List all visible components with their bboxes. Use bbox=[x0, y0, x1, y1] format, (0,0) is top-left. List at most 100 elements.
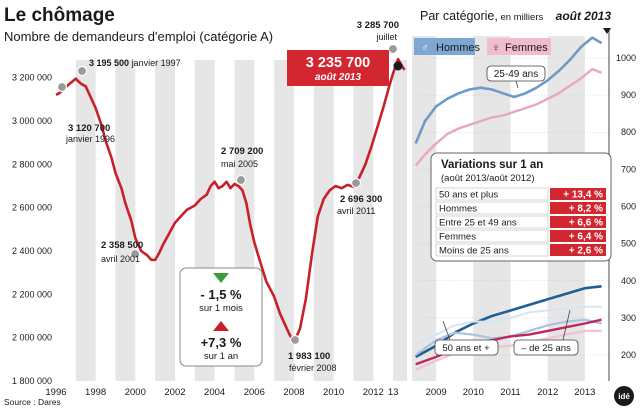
variation-row-value-cell bbox=[550, 216, 606, 228]
x-tick-label: 2000 bbox=[125, 387, 146, 398]
y-tick-label: 3 000 000 bbox=[12, 116, 52, 126]
variation-row-value: + 13,4 % bbox=[563, 190, 603, 201]
variation-row-value-cell bbox=[550, 202, 606, 214]
series-line-femmes bbox=[414, 67, 603, 167]
svg-text:25-49 ans: 25-49 ans bbox=[494, 69, 538, 80]
variation-box: - 1,5 % sur 1 mois +7,3 % sur 1 an bbox=[179, 267, 263, 367]
annotation-value: 2 358 500 bbox=[101, 240, 143, 251]
yearly-variation-label: sur 1 an bbox=[204, 351, 238, 362]
annotation-label: mai 2005 bbox=[221, 159, 258, 169]
left-chart-bands bbox=[75, 60, 407, 381]
band-1999 bbox=[115, 60, 136, 381]
variation-row-label: Moins de 25 ans bbox=[439, 246, 509, 257]
annotation-point bbox=[235, 174, 247, 186]
variation-row-label: Entre 25 et 49 ans bbox=[439, 218, 517, 229]
y-tick-label: 2 000 000 bbox=[12, 333, 52, 343]
variation-row-label-cell bbox=[435, 187, 549, 201]
series-label-25-49: 25-49 ans bbox=[486, 65, 546, 89]
annotation-point bbox=[56, 81, 68, 93]
date-marker-icon bbox=[603, 28, 611, 34]
legend-men-swatch bbox=[414, 38, 475, 55]
x-tick-label: 2009 bbox=[426, 387, 447, 398]
svg-text:– de 25 ans: – de 25 ans bbox=[521, 343, 571, 354]
variations-table-subtitle: (août 2013/août 2012) bbox=[441, 173, 535, 184]
y-tick-label: 2 400 000 bbox=[12, 246, 52, 256]
annotation-jul2013: 3 285 700 juillet bbox=[357, 20, 399, 55]
variation-row-value-cell bbox=[550, 188, 606, 200]
right-chart-date: août 2013 bbox=[556, 9, 612, 23]
svg-text:50 ans et +: 50 ans et + bbox=[442, 343, 490, 354]
annotation-point bbox=[289, 334, 301, 346]
x-tick-label: 2002 bbox=[164, 387, 185, 398]
annotation-feb2008: 1 983 100 février 2008 bbox=[288, 334, 337, 373]
annotation-point bbox=[350, 177, 362, 189]
highlight-box bbox=[287, 50, 389, 86]
band-2013 bbox=[393, 60, 407, 381]
left-y-axis: 1 800 000 2 000 000 2 200 000 2 400 000 2 60… bbox=[12, 73, 52, 386]
y-tick-label: 2 200 000 bbox=[12, 289, 52, 299]
annotation-may2005: 2 709 200 mai 2005 bbox=[221, 146, 263, 186]
highlight-value: 3 235 700 bbox=[306, 55, 371, 71]
annotation-jan1996: 3 120 700 janvier 1996 bbox=[56, 81, 115, 144]
yearly-variation-value: +7,3 % bbox=[201, 335, 242, 350]
annotation-apr2011: 2 696 300 avril 2011 bbox=[337, 177, 382, 216]
x-tick-label: 2013 bbox=[574, 387, 595, 398]
left-x-axis: 1996 1998 2000 2002 2004 2006 2008 2010 2012 13 bbox=[45, 387, 398, 398]
variations-table-rows: 50 ans et plus + 13,4 %Hommes + 8,2 %Entre… bbox=[435, 187, 606, 257]
y-tick-label: 2 600 000 bbox=[12, 203, 52, 213]
x-tick-label: 1998 bbox=[85, 387, 106, 398]
annotation-value: 2 709 200 bbox=[221, 146, 263, 157]
arrow-down-icon bbox=[213, 273, 229, 283]
right-x-axis: 2009 2010 2011 2012 2013 bbox=[426, 387, 596, 398]
annotation-jan1997: 3 195 500 janvier 1997 bbox=[76, 58, 181, 77]
annotation-value: 3 285 700 bbox=[357, 20, 399, 31]
men-icon: ♂ bbox=[421, 42, 429, 54]
x-tick-label: 13 bbox=[388, 387, 399, 398]
current-point bbox=[393, 61, 403, 71]
y-tick-label: 700 bbox=[621, 164, 636, 174]
monthly-variation-value: - 1,5 % bbox=[200, 287, 242, 302]
variation-row: Moins de 25 ans + 2,6 % bbox=[435, 243, 606, 257]
annotation-value: 2 696 300 bbox=[340, 194, 382, 205]
legend-women-swatch bbox=[487, 38, 551, 55]
annotation-label: juillet bbox=[375, 32, 397, 42]
y-tick-label: 2 800 000 bbox=[12, 159, 52, 169]
variation-row-value: + 6,4 % bbox=[569, 232, 603, 243]
annotation-value: 3 120 700 bbox=[68, 123, 110, 134]
legend-women-label: Femmes bbox=[505, 42, 548, 54]
y-tick-label: 900 bbox=[621, 90, 636, 100]
band-2001 bbox=[155, 60, 175, 381]
band-2007 bbox=[274, 60, 294, 381]
band-1997 bbox=[75, 60, 96, 381]
variation-row-label: Hommes bbox=[439, 204, 477, 215]
x-tick-label: 2010 bbox=[463, 387, 484, 398]
legend-men-label: Hommes bbox=[436, 42, 481, 54]
variation-row-label-cell bbox=[435, 243, 549, 257]
highlight-date: août 2013 bbox=[315, 72, 362, 83]
variation-row-value-cell bbox=[550, 230, 606, 242]
x-tick-label: 2012 bbox=[537, 387, 558, 398]
y-tick-label: 3 200 000 bbox=[12, 73, 52, 83]
variation-row-value: + 8,2 % bbox=[569, 204, 603, 215]
page-subtitle: Nombre de demandeurs d'emploi (catégorie… bbox=[4, 29, 273, 44]
annotation-value: 1 983 100 bbox=[288, 351, 330, 362]
variation-row-label-cell bbox=[435, 229, 549, 243]
variation-row-label-cell bbox=[435, 215, 549, 229]
right-legend: ♂ Hommes ♀ Femmes bbox=[414, 38, 551, 55]
variation-row-label: Femmes bbox=[439, 232, 476, 243]
y-tick-label: 300 bbox=[621, 313, 636, 323]
annotation-apr2001: 2 358 500 avril 2001 bbox=[101, 240, 143, 264]
variation-box-frame bbox=[179, 267, 263, 367]
right-chart-title: Par catégorie, en milliers bbox=[420, 9, 543, 23]
variation-row: Femmes + 6,4 % bbox=[435, 229, 606, 243]
publisher-logo-text: idé bbox=[618, 392, 630, 401]
annotation-value-and-label: 3 195 500 janvier 1997 bbox=[89, 58, 181, 68]
left-chart-series bbox=[55, 57, 406, 343]
monthly-variation-label: sur 1 mois bbox=[199, 303, 243, 314]
band-2011 bbox=[353, 60, 374, 381]
right-y-axis: 200 300 400 500 600 700 800 900 1000 bbox=[616, 53, 636, 360]
page-title: Le chômage bbox=[4, 5, 115, 26]
series-label-50-plus: 50 ans et + bbox=[434, 320, 499, 356]
series-line-hommes bbox=[414, 36, 603, 144]
